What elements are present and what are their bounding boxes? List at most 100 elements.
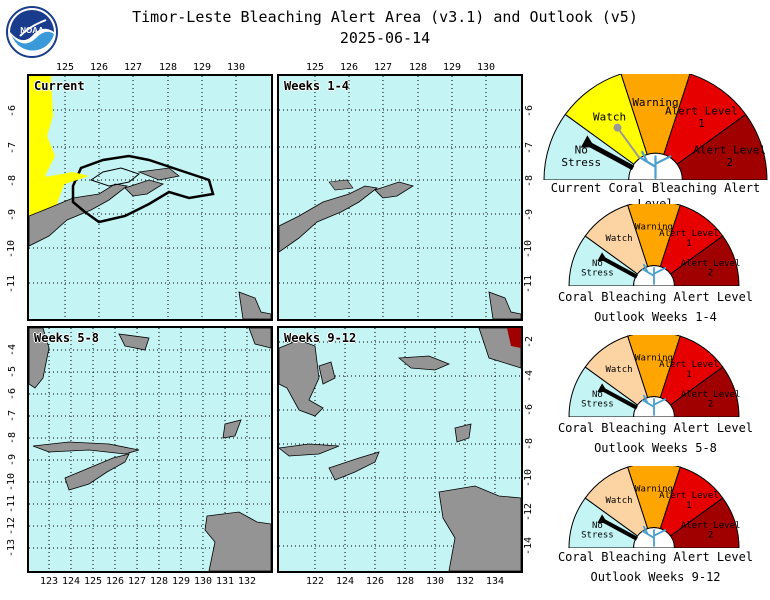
gauge-level-label: Watch: [605, 234, 632, 244]
tick-lat: -10: [523, 468, 535, 488]
panel-label: Weeks 5-8: [34, 331, 100, 345]
page-title: Timor-Leste Bleaching Alert Area (v3.1) …: [132, 8, 638, 26]
gauge-caption: Coral Bleaching Alert Level: [557, 290, 754, 304]
map-weeks-1-4: [279, 76, 521, 319]
svg-text:NOAA: NOAA: [20, 26, 44, 35]
tick-lon: 134: [486, 576, 505, 587]
tick-lat: -14: [523, 536, 535, 556]
tick-lon: 130: [194, 576, 213, 587]
tick-lat: -8: [7, 431, 19, 445]
gauge-pointer: [597, 514, 638, 541]
map-panel-weeks-9-12: Weeks 9-12: [277, 326, 523, 573]
tick-lat: -10: [6, 472, 18, 492]
tick-lat: -9: [524, 208, 536, 222]
alert-gauge-current: No Stress Watch Warning Alert Level 1 Alert Le…: [543, 68, 768, 181]
gauge-secondary-needle: [613, 123, 641, 159]
tick-lat: -6: [7, 104, 19, 118]
gauge-caption: Coral Bleaching Alert Level: [557, 550, 754, 564]
gauge-level-label: Watch: [605, 496, 632, 506]
gauge-level-label: Watch: [605, 365, 632, 375]
gauge-caption: Outlook Weeks 1-4: [594, 310, 717, 324]
tick-lat: -6: [7, 387, 19, 401]
tick-lon: 131: [216, 576, 235, 587]
tick-lon: 132: [238, 576, 257, 587]
gauge-level-label: Alert Level 2: [681, 390, 740, 410]
tick-lat: -11: [6, 274, 18, 294]
map-panel-weeks-5-8: Weeks 5-8: [27, 326, 273, 573]
tick-lat: -12: [523, 502, 535, 522]
tick-lat: -6: [524, 403, 536, 417]
coral-icon: [641, 394, 667, 416]
gauge-level-label: No Stress: [581, 390, 614, 410]
tick-lat: -7: [7, 141, 19, 155]
panel-label: Weeks 1-4: [284, 79, 350, 93]
tick-lon: 124: [62, 576, 81, 587]
gauge-level-label: Alert Level 2: [693, 144, 766, 169]
tick-lat: -12: [6, 516, 18, 536]
tick-lon: 126: [366, 576, 385, 587]
tick-lon: 126: [90, 62, 109, 73]
tick-lat: -10: [523, 239, 535, 259]
tick-lon: 126: [340, 62, 359, 73]
gauge-level-label: Warning: [635, 223, 673, 233]
tick-lat: -11: [523, 274, 535, 294]
gauge-level-label: Alert Level 2: [681, 521, 740, 541]
tick-lon: 130: [227, 62, 246, 73]
tick-lon: 126: [106, 576, 125, 587]
tick-lat: -5: [7, 365, 19, 379]
tick-lon: 127: [128, 576, 147, 587]
tick-lat: -13: [6, 538, 18, 558]
tick-lon: 129: [193, 62, 212, 73]
tick-lon: 124: [336, 576, 355, 587]
tick-lon: 130: [477, 62, 496, 73]
tick-lat: -11: [6, 494, 18, 514]
map-panel-current: Current: [27, 74, 273, 321]
tick-lon: 128: [396, 576, 415, 587]
panel-label: Current: [34, 79, 85, 93]
alert-gauge-weeks-1-4: No Stress Watch Warning Alert Level 1 Alert Le…: [568, 200, 740, 287]
tick-lon: 132: [456, 576, 475, 587]
gauge-level-label: Alert Level 1: [659, 491, 719, 511]
tick-lat: -7: [7, 409, 19, 423]
gauge-level-label: Warning: [635, 485, 673, 495]
gauge-level-label: Warning: [632, 96, 678, 109]
map-weeks-9-12: [279, 328, 521, 571]
alert-gauge-weeks-5-8: No Stress Watch Warning Alert Level 1 Alert Le…: [568, 331, 740, 418]
coral-icon: [641, 525, 667, 547]
tick-lat: -6: [524, 104, 536, 118]
tick-lat: -10: [6, 239, 18, 259]
map-weeks-5-8: [29, 328, 271, 571]
map-panel-weeks-1-4: Weeks 1-4: [277, 74, 523, 321]
coral-icon: [639, 150, 672, 180]
tick-lat: -8: [524, 437, 536, 451]
gauge-pointer: [597, 252, 638, 279]
noaa-logo-icon: NOAA: [6, 6, 58, 58]
gauge-caption: Coral Bleaching Alert Level: [557, 421, 754, 435]
gauge-pointer: [597, 383, 638, 410]
tick-lon: 125: [84, 576, 103, 587]
gauge-level-label: Alert Level 1: [659, 229, 719, 249]
tick-lat: -4: [524, 369, 536, 383]
tick-lon: 128: [159, 62, 178, 73]
tick-lat: -2: [524, 335, 536, 349]
tick-lon: 130: [426, 576, 445, 587]
tick-lon: 122: [306, 576, 325, 587]
tick-lat: -9: [7, 208, 19, 222]
map-current: [29, 76, 271, 319]
panel-label: Weeks 9-12: [284, 331, 357, 345]
tick-lat: -4: [7, 343, 19, 357]
gauge-level-label: Watch: [593, 111, 626, 124]
tick-lon: 125: [306, 62, 325, 73]
tick-lon: 127: [124, 62, 143, 73]
gauge-level-label: No Stress: [581, 259, 614, 279]
tick-lat: -8: [7, 174, 19, 188]
gauge-caption: Outlook Weeks 9-12: [590, 570, 721, 584]
coral-icon: [641, 263, 667, 285]
tick-lon: 127: [374, 62, 393, 73]
tick-lon: 125: [56, 62, 75, 73]
tick-lat: -8: [524, 174, 536, 188]
